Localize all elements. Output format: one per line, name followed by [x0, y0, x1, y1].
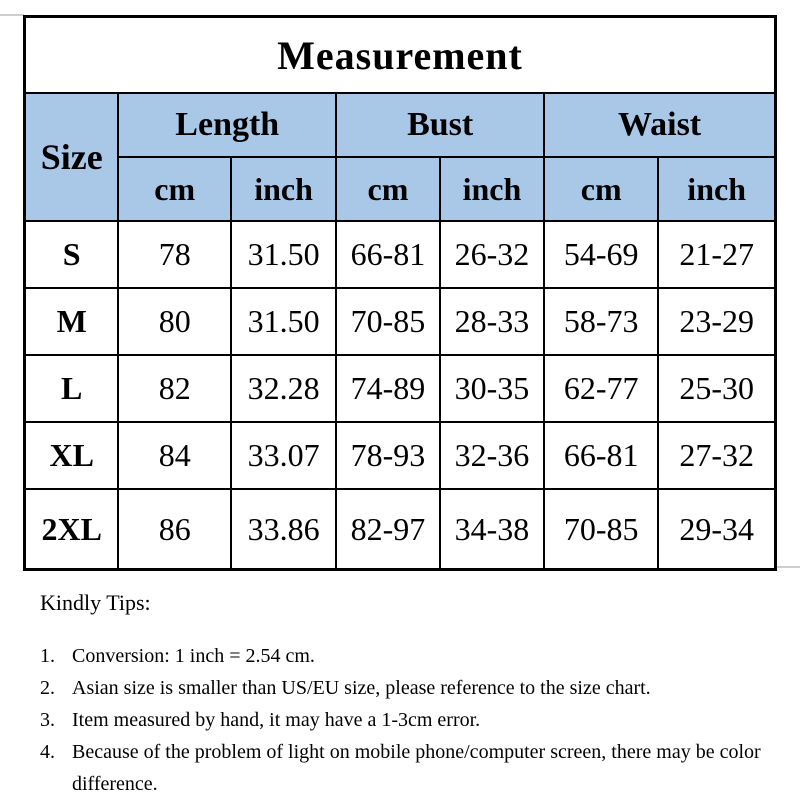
group-header-row: Size Length Bust Waist [23, 92, 777, 222]
col-header-waist: Waist [543, 92, 777, 158]
size-label: S [23, 220, 120, 289]
length-cm-value: 84 [117, 421, 233, 490]
table-row-2xl: 2XL 86 33.86 82-97 34-38 70-85 29-34 [23, 488, 777, 571]
subheader-row: cm inch cm inch cm inch [25, 156, 777, 222]
subheader-length-cm: cm [117, 156, 233, 222]
length-inch-value: 32.28 [230, 354, 338, 423]
length-inch-value: 33.07 [230, 421, 338, 490]
length-cm-value: 82 [117, 354, 233, 423]
bust-cm-value: 66-81 [335, 220, 441, 289]
tip-item-4: 4. Because of the problem of light on mo… [40, 736, 770, 800]
size-label: M [23, 287, 120, 356]
length-cm-value: 86 [117, 488, 233, 571]
tip-text: Because of the problem of light on mobil… [72, 741, 761, 795]
tip-item-2: 2. Asian size is smaller than US/EU size… [40, 672, 770, 704]
tip-number: 1. [40, 645, 55, 667]
tip-item-3: 3. Item measured by hand, it may have a … [40, 704, 770, 736]
waist-inch-value: 21-27 [657, 220, 777, 289]
table-title: Measurement [23, 15, 777, 94]
tip-number: 2. [40, 677, 55, 699]
length-cm-value: 80 [117, 287, 233, 356]
waist-cm-value: 54-69 [543, 220, 660, 289]
waist-inch-value: 23-29 [657, 287, 777, 356]
waist-cm-value: 66-81 [543, 421, 660, 490]
tip-item-1: 1. Conversion: 1 inch = 2.54 cm. [40, 640, 770, 672]
size-label: XL [23, 421, 120, 490]
waist-inch-value: 27-32 [657, 421, 777, 490]
table-row-s: S 78 31.50 66-81 26-32 54-69 21-27 [23, 220, 777, 289]
subheader-length-inch: inch [230, 156, 338, 222]
tip-text: Conversion: 1 inch = 2.54 cm. [72, 645, 315, 667]
length-inch-value: 33.86 [230, 488, 338, 571]
table-row-xl: XL 84 33.07 78-93 32-36 66-81 27-32 [23, 421, 777, 490]
subheader-waist-cm: cm [543, 156, 660, 222]
col-header-size: Size [23, 92, 120, 222]
tips-heading: Kindly Tips: [40, 590, 151, 615]
table-row-m: M 80 31.50 70-85 28-33 58-73 23-29 [23, 287, 777, 356]
tip-number: 4. [40, 741, 55, 763]
tip-text: Asian size is smaller than US/EU size, p… [72, 677, 651, 699]
length-inch-value: 31.50 [230, 287, 338, 356]
waist-inch-value: 29-34 [657, 488, 777, 571]
subheader-bust-inch: inch [438, 156, 546, 222]
edge-artifact-line-top [0, 14, 24, 16]
measurement-table: Measurement Size Length Bust Waist cm in… [23, 15, 777, 571]
bust-cm-value: 78-93 [335, 421, 441, 490]
bust-inch-value: 26-32 [438, 220, 546, 289]
waist-cm-value: 62-77 [543, 354, 660, 423]
waist-cm-value: 58-73 [543, 287, 660, 356]
bust-cm-value: 70-85 [335, 287, 441, 356]
table-row-l: L 82 32.28 74-89 30-35 62-77 25-30 [23, 354, 777, 423]
subheader-waist-inch: inch [657, 156, 777, 222]
subheader-bust-cm: cm [335, 156, 441, 222]
bust-inch-value: 34-38 [438, 488, 546, 571]
bust-inch-value: 30-35 [438, 354, 546, 423]
col-header-bust: Bust [335, 92, 546, 158]
bust-inch-value: 28-33 [438, 287, 546, 356]
edge-artifact-line-bottom [776, 566, 800, 568]
col-header-length: Length [117, 92, 338, 158]
length-cm-value: 78 [117, 220, 233, 289]
waist-cm-value: 70-85 [543, 488, 660, 571]
bust-cm-value: 82-97 [335, 488, 441, 571]
waist-inch-value: 25-30 [657, 354, 777, 423]
tip-text: Item measured by hand, it may have a 1-3… [72, 709, 481, 731]
kindly-tips-section: Kindly Tips: 1. Conversion: 1 inch = 2.5… [40, 590, 770, 800]
title-row: Measurement [23, 15, 777, 94]
size-label: L [23, 354, 120, 423]
bust-cm-value: 74-89 [335, 354, 441, 423]
size-label: 2XL [23, 488, 120, 571]
tip-number: 3. [40, 709, 55, 731]
length-inch-value: 31.50 [230, 220, 338, 289]
bust-inch-value: 32-36 [438, 421, 546, 490]
